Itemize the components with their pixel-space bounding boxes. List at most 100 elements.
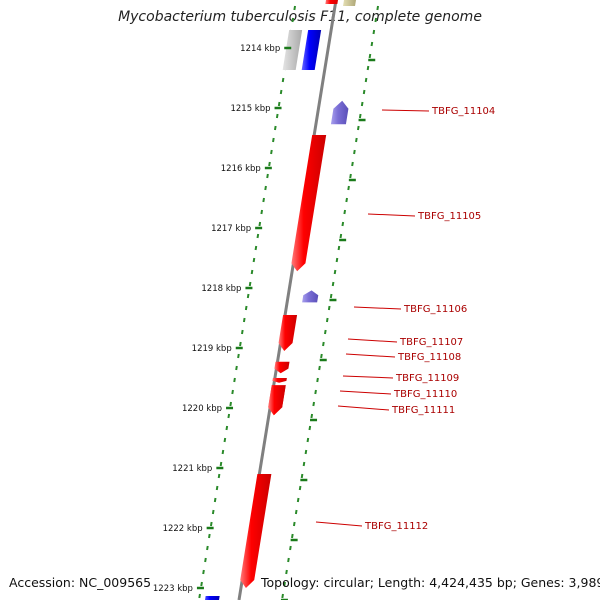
gene-feature xyxy=(278,315,298,351)
track-dot xyxy=(231,389,234,395)
track-dot xyxy=(370,41,374,47)
feature-red xyxy=(325,0,338,4)
ruler-tick-label: 1214 kbp xyxy=(240,44,280,54)
track-dot xyxy=(287,557,290,563)
track-dot xyxy=(198,593,201,599)
track-dot xyxy=(355,137,358,143)
track-dot xyxy=(200,581,203,587)
track-dot xyxy=(356,125,360,131)
track-dot xyxy=(221,449,225,455)
track-dot xyxy=(343,209,347,215)
gene-label-leader xyxy=(345,353,396,358)
track-dot xyxy=(329,293,333,299)
track-dot xyxy=(310,413,314,419)
track-dot xyxy=(208,533,211,539)
gene-label-leader xyxy=(337,405,390,411)
gene-label: TBFG_11111 xyxy=(391,405,455,416)
gene-label-leader xyxy=(381,109,430,112)
track-dot xyxy=(322,341,325,347)
track-dot xyxy=(293,5,297,11)
track-dot xyxy=(235,365,238,371)
gene-label-leader xyxy=(353,306,402,310)
ruler-tick-label: 1216 kbp xyxy=(221,164,261,174)
track-dot xyxy=(372,29,376,35)
gene-label: TBFG_11109 xyxy=(395,373,459,384)
track-dot xyxy=(215,485,219,491)
gene-label-leader xyxy=(339,390,392,395)
ruler-tick-label: 1218 kbp xyxy=(201,284,241,294)
track-dot xyxy=(277,101,281,107)
track-dot xyxy=(250,269,254,275)
genome-summary: Topology: circular; Length: 4,424,435 bp… xyxy=(261,575,600,590)
track-dot xyxy=(258,221,262,227)
feature-blue xyxy=(301,30,322,70)
track-dot xyxy=(283,581,286,587)
track-dot xyxy=(368,53,372,59)
track-dot xyxy=(268,161,271,167)
track-dot xyxy=(237,353,240,359)
gene-feature xyxy=(240,474,272,588)
gene-label-leader xyxy=(315,521,363,527)
track-dot xyxy=(272,137,275,143)
track-dot xyxy=(289,545,292,551)
track-dot xyxy=(325,317,329,323)
track-dot xyxy=(351,161,354,167)
track-dot xyxy=(335,257,339,263)
track-dot xyxy=(339,233,343,239)
track-dot xyxy=(219,461,223,467)
track-dot xyxy=(318,365,321,371)
track-dot xyxy=(202,569,205,575)
track-dot xyxy=(374,17,378,23)
gene-label-leader xyxy=(367,213,416,217)
track-dot xyxy=(279,89,283,95)
gene-label: TBFG_11106 xyxy=(403,304,467,315)
map-title: Mycobacterium tuberculosis F11, complete… xyxy=(118,9,482,25)
track-dot xyxy=(308,425,312,431)
gene-label: TBFG_11110 xyxy=(393,389,457,400)
track-dot xyxy=(225,425,229,431)
track-dot xyxy=(264,185,267,191)
track-dot xyxy=(281,593,284,599)
accession-label: Accession: NC_009565 xyxy=(9,575,152,590)
track-dot xyxy=(223,437,227,443)
track-dot xyxy=(285,569,288,575)
track-dot xyxy=(341,221,345,227)
track-dot xyxy=(337,245,341,251)
track-dot xyxy=(291,533,294,539)
track-dot xyxy=(241,329,244,335)
track-dot xyxy=(211,509,215,515)
track-dot xyxy=(217,473,221,479)
track-dot xyxy=(347,185,350,191)
track-dot xyxy=(331,281,335,287)
track-dot xyxy=(324,329,327,335)
track-dot xyxy=(298,485,302,491)
track-dot xyxy=(291,17,295,23)
track-dot xyxy=(206,545,209,551)
track-dot xyxy=(333,269,337,275)
feature-blue xyxy=(205,596,220,600)
gene-labels: TBFG_11104 TBFG_11105 TBFG_11106 TBFG_11107… xyxy=(315,106,495,532)
outer-track-dots xyxy=(198,5,297,599)
feature-grey xyxy=(282,30,303,70)
ruler-tick-label: 1222 kbp xyxy=(163,524,203,534)
gene-feature xyxy=(272,378,287,383)
gene-label-leader xyxy=(347,338,398,343)
track-dot xyxy=(209,521,213,527)
track-dot xyxy=(239,341,242,347)
track-dot xyxy=(233,377,236,383)
ruler-tick-label: 1221 kbp xyxy=(172,464,212,474)
track-dot xyxy=(273,125,277,131)
gene-label: TBFG_11104 xyxy=(431,106,495,117)
track-dot xyxy=(345,197,348,203)
track-dot xyxy=(304,449,308,455)
track-dot xyxy=(262,197,265,203)
gene-feature xyxy=(291,135,327,272)
track-dot xyxy=(364,77,368,83)
track-dot xyxy=(242,317,246,323)
track-dot xyxy=(281,77,285,83)
track-dot xyxy=(292,521,296,527)
track-dot xyxy=(227,413,231,419)
gene-feature xyxy=(268,385,286,416)
track-dot xyxy=(229,401,232,407)
